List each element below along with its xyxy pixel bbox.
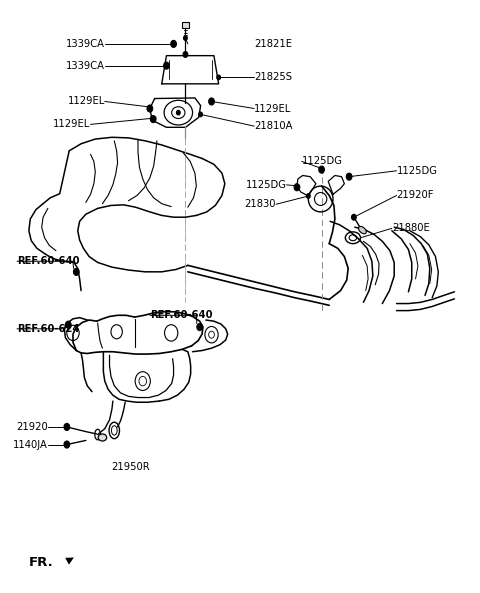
Text: 21950R: 21950R [111, 462, 150, 472]
Circle shape [351, 214, 356, 220]
Text: 21880E: 21880E [392, 224, 430, 234]
Circle shape [64, 423, 70, 431]
Circle shape [346, 173, 352, 180]
Circle shape [147, 105, 153, 112]
Text: 1125DG: 1125DG [301, 157, 343, 167]
FancyBboxPatch shape [181, 22, 189, 28]
Circle shape [183, 52, 188, 58]
Circle shape [197, 324, 203, 330]
Circle shape [65, 321, 71, 328]
Text: 1129EL: 1129EL [53, 119, 91, 129]
Circle shape [306, 194, 310, 199]
Text: 1339CA: 1339CA [66, 60, 105, 71]
Text: 1129EL: 1129EL [68, 97, 105, 107]
Text: 21830: 21830 [244, 199, 276, 209]
Circle shape [177, 110, 180, 115]
Circle shape [209, 98, 215, 105]
Text: REF.60-624: REF.60-624 [17, 324, 80, 334]
Ellipse shape [98, 434, 107, 441]
Text: 1125DG: 1125DG [396, 166, 438, 176]
Text: 21920: 21920 [16, 422, 48, 432]
Circle shape [150, 116, 156, 123]
Text: FR.: FR. [29, 556, 54, 569]
Text: 1140JA: 1140JA [13, 439, 48, 449]
Circle shape [183, 36, 187, 40]
Circle shape [319, 166, 324, 173]
Text: 21920F: 21920F [396, 190, 434, 200]
Text: REF.60-640: REF.60-640 [150, 310, 212, 320]
Circle shape [64, 441, 70, 448]
Text: 21810A: 21810A [254, 121, 293, 131]
Ellipse shape [359, 227, 366, 234]
Circle shape [199, 112, 203, 117]
Circle shape [217, 75, 220, 79]
Circle shape [171, 40, 177, 47]
Text: 21821E: 21821E [254, 39, 292, 49]
Circle shape [73, 268, 79, 275]
Text: 1125DG: 1125DG [245, 180, 287, 190]
Circle shape [294, 184, 300, 191]
Circle shape [164, 62, 169, 69]
Text: 21825S: 21825S [254, 72, 292, 82]
Text: 1129EL: 1129EL [254, 104, 291, 113]
Text: REF.60-640: REF.60-640 [17, 256, 80, 266]
Text: 1339CA: 1339CA [66, 39, 105, 49]
